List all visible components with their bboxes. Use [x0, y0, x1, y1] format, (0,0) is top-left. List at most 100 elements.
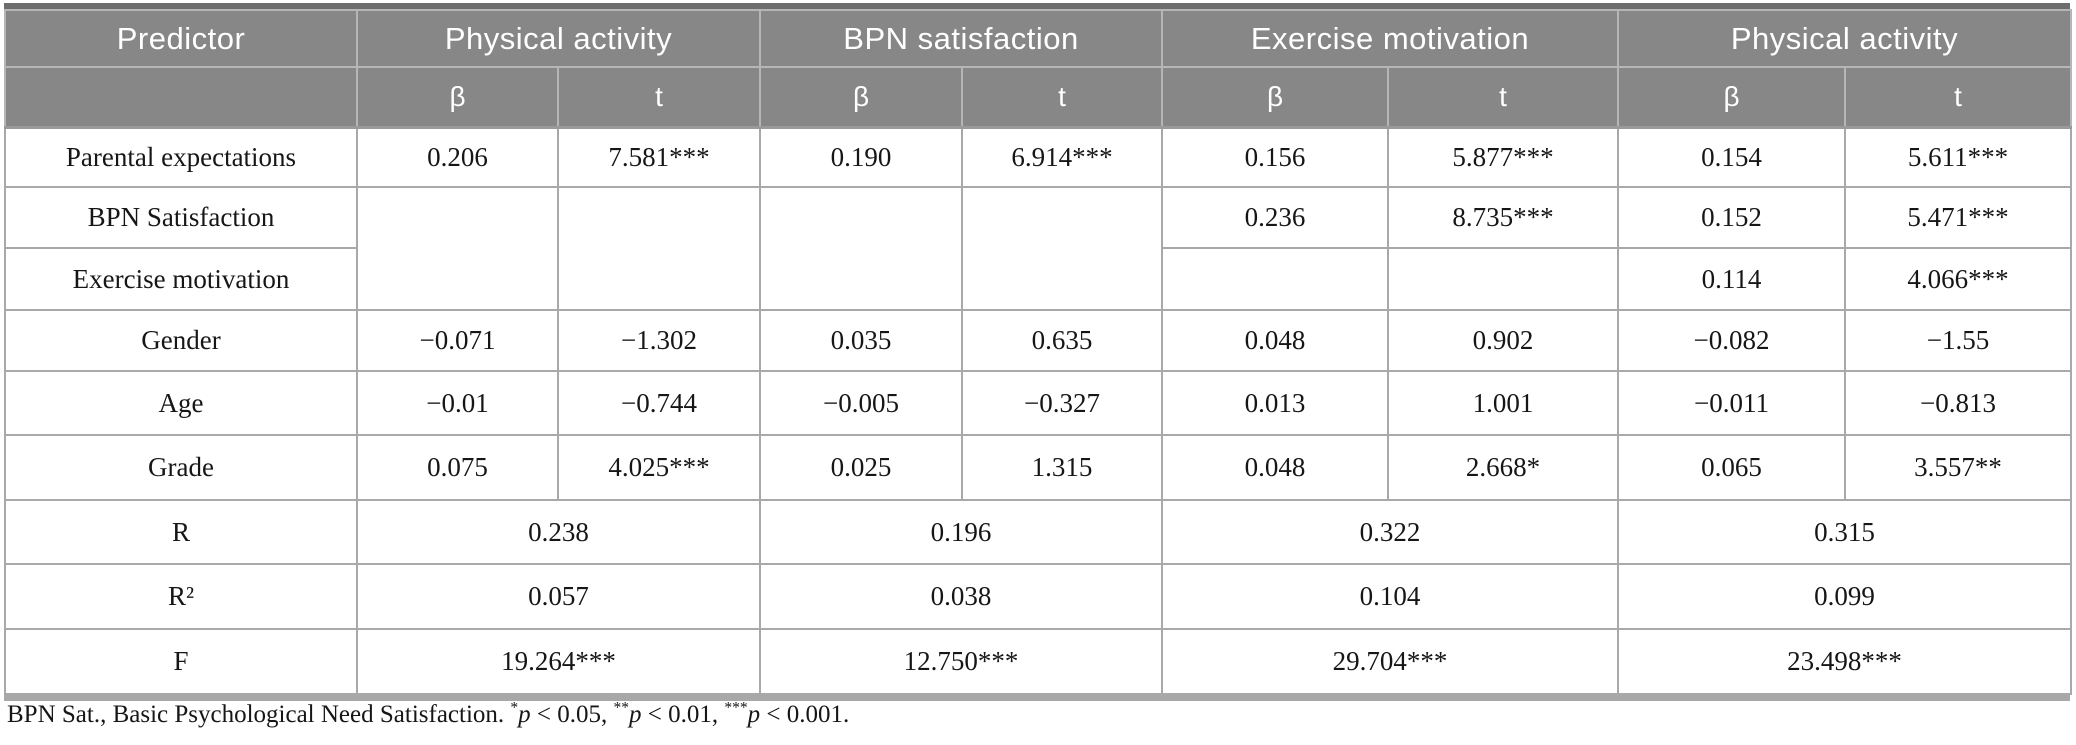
data-cell: 7.581*** [556, 125, 762, 188]
data-cell: 0.048 [1161, 309, 1390, 372]
data-cell: −1.302 [556, 309, 762, 372]
data-cell: 29.704*** [1161, 628, 1620, 695]
table-row-age: Age −0.01 −0.744 −0.005 −0.327 0.013 1.0… [4, 370, 2073, 436]
data-cell: 0.099 [1617, 563, 2073, 630]
data-cell: 23.498*** [1617, 628, 2073, 695]
sig-threshold: < 0.001. [760, 701, 850, 728]
data-cell: 5.611*** [1844, 125, 2073, 188]
table-row-parental-expectations: Parental expectations 0.206 7.581*** 0.1… [4, 125, 2073, 188]
data-cell: 0.038 [759, 563, 1164, 630]
data-cell: 5.877*** [1387, 125, 1620, 188]
data-cell: −0.005 [759, 370, 964, 436]
data-cell: 0.206 [356, 125, 559, 188]
table-row-f: F 19.264*** 12.750*** 29.704*** 23.498**… [4, 628, 2073, 695]
empty-cell [556, 186, 762, 311]
data-cell: 0.065 [1617, 434, 1847, 501]
table-row-r-squared: R² 0.057 0.038 0.104 0.099 [4, 563, 2073, 630]
table-row-exercise-motivation: Exercise motivation 0.114 4.066*** [4, 247, 2073, 311]
group-header-exercise-motivation: Exercise motivation [1161, 9, 1620, 68]
footnote-abbreviation: BPN Sat., Basic Psychological Need Satis… [7, 701, 505, 728]
group-header-physical-activity-1: Physical activity [355, 9, 762, 68]
regression-table-wrapper: Predictor Physical activity BPN satisfac… [4, 3, 2073, 701]
data-cell: 0.152 [1617, 186, 1847, 249]
row-label: Grade [4, 434, 358, 501]
row-label: Exercise motivation [4, 247, 358, 311]
sig-p: p [747, 701, 761, 728]
empty-cell [759, 186, 964, 311]
data-cell: −0.071 [356, 309, 559, 372]
subheader-t: t [1387, 66, 1620, 128]
data-cell: −0.082 [1617, 309, 1847, 372]
data-cell: 0.035 [759, 309, 964, 372]
row-label: Parental expectations [4, 125, 358, 188]
row-label: Age [4, 370, 358, 436]
sig-level-3: ***p < 0.001. [724, 699, 850, 728]
data-cell: −0.01 [356, 370, 559, 436]
empty-cell [1161, 247, 1390, 311]
data-cell: 0.048 [1161, 434, 1390, 501]
row-label: R [4, 499, 358, 565]
table-footnote: BPN Sat., Basic Psychological Need Satis… [7, 699, 850, 729]
sig-stars: *** [724, 699, 748, 717]
data-cell: 2.668* [1387, 434, 1620, 501]
group-header-physical-activity-2: Physical activity [1617, 9, 2073, 68]
row-label: Gender [4, 309, 358, 372]
empty-cell [961, 186, 1164, 311]
sig-p: p [629, 701, 642, 728]
data-cell: 0.057 [355, 563, 762, 630]
subheader-t: t [556, 66, 762, 128]
row-label: BPN Satisfaction [4, 186, 358, 249]
empty-cell [356, 186, 559, 311]
data-cell: 0.190 [759, 125, 964, 188]
group-header-row: Predictor Physical activity BPN satisfac… [4, 9, 2073, 68]
table-row-bpn-satisfaction: BPN Satisfaction 0.236 8.735*** 0.152 5.… [4, 186, 2073, 311]
data-cell: 1.001 [1387, 370, 1620, 436]
subheader-beta: β [1617, 66, 1847, 128]
sig-threshold: < 0.01, [641, 701, 725, 728]
regression-table: Predictor Physical activity BPN satisfac… [4, 9, 2073, 695]
data-cell: 0.154 [1617, 125, 1847, 188]
subheader-beta: β [759, 66, 964, 128]
table-row-grade: Grade 0.075 4.025*** 0.025 1.315 0.048 2… [4, 434, 2073, 501]
data-cell: 4.066*** [1844, 247, 2073, 311]
subheader-t: t [961, 66, 1164, 128]
data-cell: 0.322 [1161, 499, 1620, 565]
data-cell: 0.238 [355, 499, 762, 565]
data-cell: 4.025*** [556, 434, 762, 501]
sig-stars: * [510, 699, 519, 717]
data-cell: 0.315 [1617, 499, 2073, 565]
sig-stars: ** [613, 699, 630, 717]
data-cell: 19.264*** [355, 628, 762, 695]
data-cell: 6.914*** [961, 125, 1164, 188]
data-cell: −0.813 [1844, 370, 2073, 436]
data-cell: 0.104 [1161, 563, 1620, 630]
empty-header-cell [4, 66, 358, 128]
data-cell: 0.156 [1161, 125, 1390, 188]
data-cell: 5.471*** [1844, 186, 2073, 249]
data-cell: 0.236 [1161, 186, 1390, 249]
table-row-r: R 0.238 0.196 0.322 0.315 [4, 499, 2073, 565]
sig-level-2: **p < 0.01, [613, 699, 725, 728]
table-row-gender: Gender −0.071 −1.302 0.035 0.635 0.048 0… [4, 309, 2073, 372]
data-cell: −0.744 [556, 370, 762, 436]
row-label: R² [4, 563, 358, 630]
data-cell: 0.025 [759, 434, 964, 501]
data-cell: 12.750*** [759, 628, 1164, 695]
data-cell: −0.011 [1617, 370, 1847, 436]
group-header-bpn-satisfaction: BPN satisfaction [759, 9, 1164, 68]
subheader-beta: β [1161, 66, 1390, 128]
empty-cell [1387, 247, 1620, 311]
data-cell: 0.114 [1617, 247, 1847, 311]
data-cell: 0.902 [1387, 309, 1620, 372]
subheader-beta: β [356, 66, 559, 128]
data-cell: 0.075 [356, 434, 559, 501]
data-cell: 1.315 [961, 434, 1164, 501]
sig-level-1: *p < 0.05, [510, 699, 613, 728]
data-cell: −1.55 [1844, 309, 2073, 372]
subheader-t: t [1844, 66, 2073, 128]
data-cell: 0.013 [1161, 370, 1390, 436]
data-cell: 0.196 [759, 499, 1164, 565]
predictor-column-header: Predictor [4, 9, 358, 68]
subheader-row: β t β t β t β t [4, 66, 2073, 128]
data-cell: −0.327 [961, 370, 1164, 436]
